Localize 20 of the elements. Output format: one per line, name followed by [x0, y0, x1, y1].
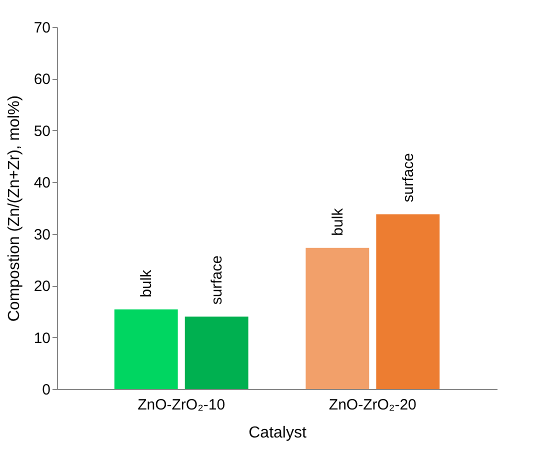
bar: [306, 248, 370, 389]
y-tick-label: 60: [34, 71, 50, 88]
y-tick-label: 70: [34, 20, 50, 36]
y-tick-label: 50: [34, 122, 50, 140]
text: surface: [208, 255, 226, 305]
x-tick-label: ZnO-ZrO₂-10: [138, 396, 226, 414]
bar: [114, 309, 178, 389]
text: bulk: [329, 208, 346, 236]
y-tick-label: 10: [34, 330, 50, 347]
x-axis-title: Catalyst: [248, 424, 307, 442]
y-tick-label: 40: [34, 174, 50, 192]
y-tick-label: 0: [42, 382, 50, 398]
y-tick-label: 20: [34, 278, 50, 296]
text: bulk: [138, 269, 156, 298]
text: surface: [400, 153, 417, 202]
bar: [184, 316, 248, 389]
y-tick-label: 30: [34, 226, 50, 244]
bar: [376, 214, 440, 389]
x-tick-label: ZnO-ZrO₂-20: [328, 396, 416, 414]
y-axis-title: Compostion (Zn/(Zn+Zr), mol%): [6, 95, 23, 322]
